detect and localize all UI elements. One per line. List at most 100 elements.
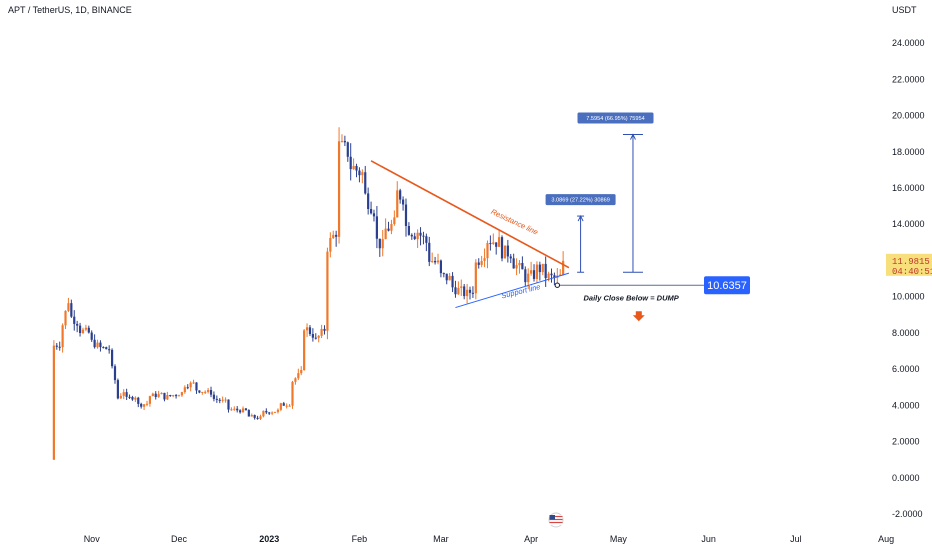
candle-body: [55, 345, 58, 347]
candle-body: [247, 410, 250, 417]
candle-body: [276, 409, 280, 412]
candle-body: [384, 228, 387, 240]
candle-body: [305, 327, 309, 331]
y-tick-label: 14.0000: [892, 219, 925, 229]
y-tick-label: 18.0000: [892, 147, 925, 157]
candle-body: [474, 262, 477, 294]
candle-body: [393, 217, 396, 225]
candle-body: [78, 325, 82, 333]
y-tick-label: 2.0000: [892, 437, 920, 447]
candle-body: [547, 273, 550, 279]
candle-body: [431, 260, 434, 262]
candle-body: [186, 387, 189, 389]
candle-body: [233, 408, 236, 410]
level-value-box: [704, 276, 750, 295]
candle-body: [320, 328, 323, 336]
candle-body: [110, 349, 114, 367]
candle-body: [538, 264, 541, 273]
candle-body: [378, 238, 381, 249]
candle-body: [541, 263, 544, 273]
candle-body: [282, 403, 285, 406]
candle-body: [436, 260, 440, 263]
bar-countdown: 04:40:51: [892, 267, 932, 277]
candle-body: [515, 265, 518, 269]
candle-body: [355, 165, 358, 171]
candlestick-series[interactable]: [52, 127, 565, 460]
daily-close-note: Daily Close Below = DUMP: [584, 293, 680, 302]
candle-body: [67, 303, 70, 311]
candle-body: [218, 399, 221, 401]
candle-body: [180, 392, 184, 396]
candle-body: [524, 269, 527, 283]
candle-body: [239, 410, 242, 413]
candle-body: [279, 403, 282, 410]
candle-body: [285, 405, 288, 407]
measure-large-label-box: [577, 112, 654, 124]
candle-body: [294, 378, 297, 382]
candle-body: [148, 396, 152, 404]
candle-body: [215, 398, 218, 400]
level-anchor-point[interactable]: [554, 282, 561, 288]
candle-body: [81, 329, 85, 333]
candle-body: [154, 393, 157, 397]
x-tick-label: May: [610, 534, 628, 544]
candle-body: [364, 172, 367, 194]
candle-body: [498, 237, 501, 247]
candle-body: [483, 258, 486, 261]
candle-body: [96, 342, 99, 348]
down-arrow-icon: [632, 311, 645, 322]
candle-body: [439, 260, 443, 274]
candle-body: [84, 327, 87, 330]
y-tick-label: 8.0000: [892, 328, 920, 338]
candle-body: [451, 275, 454, 288]
candle-body: [448, 275, 451, 281]
candle-body: [297, 373, 300, 379]
x-axis[interactable]: Nov Dec 2023 Feb Mar Apr May Jun Jul Aug: [84, 534, 894, 544]
candle-body: [337, 141, 341, 237]
candle-body: [477, 262, 480, 265]
candle-body: [87, 327, 90, 333]
candle-body: [113, 366, 117, 381]
candle-body: [352, 165, 355, 170]
resistance-trend-line[interactable]: [370, 160, 570, 269]
candle-body: [300, 369, 303, 374]
candle-body: [422, 235, 425, 237]
x-tick-label: 2023: [259, 534, 279, 544]
candle-body: [425, 236, 428, 243]
candle-body: [527, 273, 530, 283]
candle-body: [454, 287, 457, 295]
candle-body: [265, 410, 268, 413]
y-tick-label: 24.0000: [892, 38, 925, 48]
price-range-measure-small[interactable]: 3.0869 (27.22%) 30869: [545, 194, 616, 273]
candle-body: [204, 391, 207, 393]
last-price-box: [886, 253, 932, 276]
y-tick-label: 16.0000: [892, 183, 925, 193]
candle-body: [122, 392, 125, 396]
candle-body: [198, 390, 201, 393]
x-tick-label: Jul: [790, 534, 802, 544]
candle-body: [468, 289, 472, 293]
candle-body: [166, 395, 169, 400]
candle-body: [317, 335, 320, 338]
x-tick-label: Feb: [352, 534, 368, 544]
candle-body: [480, 260, 483, 265]
candle-body: [500, 237, 504, 259]
candle-body: [52, 345, 55, 460]
candle-body: [530, 270, 533, 274]
candle-body: [224, 399, 227, 401]
price-range-measure-large[interactable]: 7.5954 (66.95%) 75954: [577, 112, 654, 273]
candle-body: [160, 392, 163, 395]
candle-body: [212, 394, 216, 399]
candle-body: [372, 213, 376, 217]
candle-body: [404, 204, 408, 227]
candle-body: [492, 242, 495, 244]
candle-body: [532, 270, 536, 279]
candle-body: [550, 273, 553, 276]
candle-body: [125, 392, 128, 397]
candle-body: [512, 258, 515, 269]
candle-body: [329, 237, 332, 252]
candle-body: [535, 264, 539, 279]
candle-body: [73, 316, 76, 324]
support-trend-line[interactable]: [455, 272, 570, 309]
